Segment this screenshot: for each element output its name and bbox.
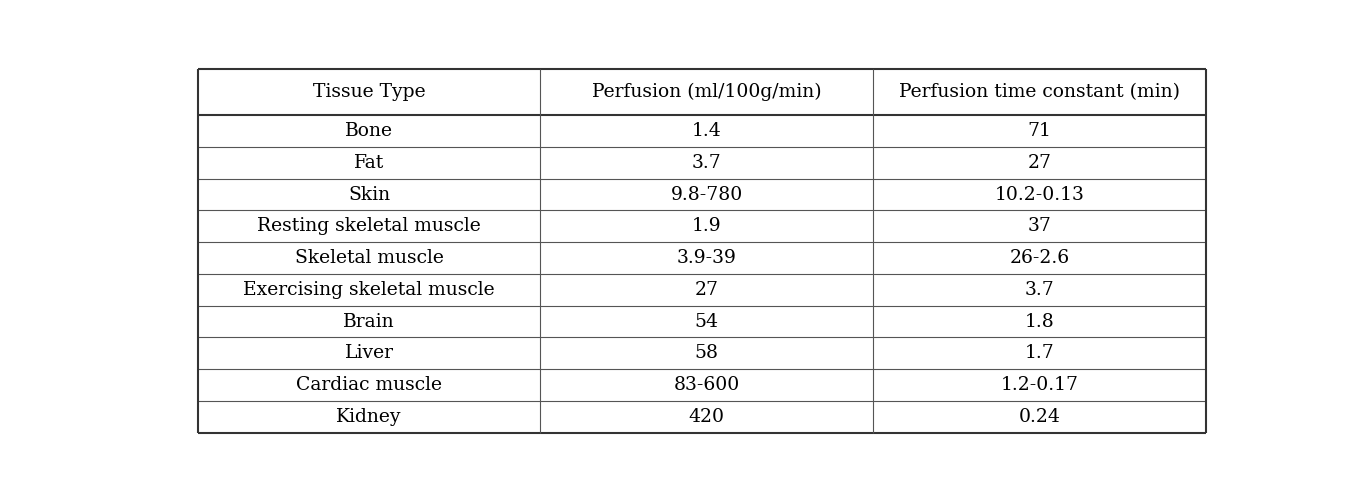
Text: 0.24: 0.24 (1019, 408, 1060, 426)
Text: 1.2-0.17: 1.2-0.17 (1001, 376, 1079, 394)
Text: 54: 54 (694, 313, 719, 331)
Text: Resting skeletal muscle: Resting skeletal muscle (257, 217, 481, 235)
Text: 71: 71 (1027, 122, 1051, 140)
Text: 10.2-0.13: 10.2-0.13 (994, 185, 1084, 204)
Text: 1.4: 1.4 (691, 122, 721, 140)
Text: Cardiac muscle: Cardiac muscle (296, 376, 442, 394)
Text: 1.7: 1.7 (1024, 344, 1054, 362)
Text: 9.8-780: 9.8-780 (671, 185, 743, 204)
Text: Liver: Liver (345, 344, 393, 362)
Text: Skeletal muscle: Skeletal muscle (294, 249, 444, 267)
Text: Kidney: Kidney (337, 408, 401, 426)
Text: 83-600: 83-600 (674, 376, 739, 394)
Text: Exercising skeletal muscle: Exercising skeletal muscle (244, 281, 494, 299)
Text: 3.9-39: 3.9-39 (676, 249, 737, 267)
Text: Perfusion (ml/100g/min): Perfusion (ml/100g/min) (591, 83, 821, 101)
Text: 37: 37 (1027, 217, 1051, 235)
Text: Tissue Type: Tissue Type (312, 83, 426, 101)
Text: 27: 27 (694, 281, 719, 299)
Text: Brain: Brain (344, 313, 394, 331)
Text: 420: 420 (689, 408, 724, 426)
Text: 1.8: 1.8 (1024, 313, 1054, 331)
Text: 1.9: 1.9 (691, 217, 721, 235)
Text: 26-2.6: 26-2.6 (1009, 249, 1069, 267)
Text: Skin: Skin (348, 185, 390, 204)
Text: Perfusion time constant (min): Perfusion time constant (min) (899, 83, 1180, 101)
Text: Bone: Bone (345, 122, 393, 140)
Text: Fat: Fat (353, 154, 385, 172)
Text: 3.7: 3.7 (1024, 281, 1054, 299)
Text: 58: 58 (694, 344, 719, 362)
Text: 3.7: 3.7 (691, 154, 721, 172)
Text: 27: 27 (1027, 154, 1051, 172)
